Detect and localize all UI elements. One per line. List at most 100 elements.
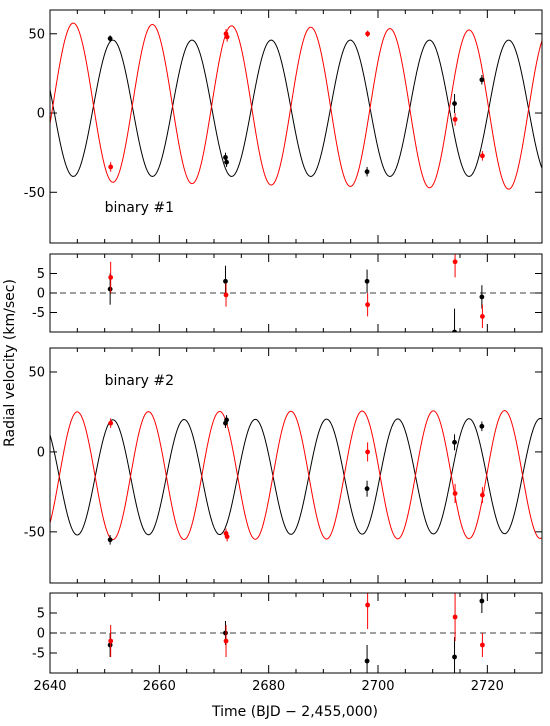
data-point (452, 593, 458, 641)
y-tick-label: 0 (37, 445, 45, 460)
data-point (224, 415, 229, 425)
data-marker (480, 153, 485, 159)
y-tick-label: -5 (32, 647, 45, 662)
data-point (480, 151, 485, 161)
data-marker (452, 439, 457, 445)
y-axis-label: Radial velocity (km/sec) (2, 279, 18, 447)
data-point (224, 157, 229, 167)
data-point (365, 30, 371, 37)
panel-frame (49, 253, 543, 333)
data-marker (480, 492, 485, 498)
data-marker (452, 101, 457, 106)
data-marker (108, 638, 114, 644)
data-marker (108, 275, 114, 280)
data-marker (452, 329, 457, 332)
data-marker (223, 155, 228, 160)
data-marker (364, 486, 370, 492)
data-marker (223, 292, 229, 298)
panel-frame (49, 592, 543, 674)
data-point (479, 74, 485, 85)
panel-rv1: -50 0 50 binary #1 (24, 9, 543, 244)
data-point (365, 442, 371, 462)
y-tick-label: 5 (37, 607, 45, 622)
data-point (108, 625, 114, 657)
data-marker (365, 31, 371, 37)
data-point (479, 285, 485, 309)
data-marker (107, 286, 113, 292)
data-point (480, 487, 485, 504)
y-tick-label: 0 (37, 107, 45, 122)
data-marker (223, 630, 228, 636)
data-point (224, 32, 230, 42)
data-point (364, 645, 370, 673)
data-point (108, 261, 114, 293)
data-marker (480, 314, 485, 319)
data-point (479, 421, 485, 432)
data-point (224, 531, 230, 542)
data-point (480, 304, 485, 329)
data-point (107, 535, 113, 545)
data-point (479, 593, 485, 613)
data-point (480, 633, 485, 657)
data-marker (224, 534, 230, 540)
data-marker (365, 602, 371, 608)
data-marker (224, 34, 230, 40)
data-point (452, 254, 458, 278)
x-axis-label: Time (BJD − 2,455,000) (211, 704, 378, 720)
panel-frame (49, 347, 543, 584)
panel-res1: -5 0 5 (32, 253, 543, 333)
data-point (223, 625, 229, 657)
data-marker (108, 164, 114, 170)
model-curve-black (50, 418, 542, 536)
data-point (452, 483, 458, 504)
panel-res2: -5 0 5 (32, 592, 543, 674)
data-point (108, 162, 114, 172)
data-marker (452, 654, 457, 660)
data-marker (479, 423, 485, 429)
data-point (452, 434, 457, 451)
y-tick-label: 50 (28, 27, 45, 42)
panel-rv2: -50 0 50 binary #2 (24, 347, 543, 584)
data-marker (479, 598, 485, 604)
y-tick-label: 5 (37, 267, 45, 282)
data-marker (364, 658, 370, 664)
y-tick-label: -50 (24, 186, 45, 201)
data-marker (364, 169, 370, 175)
panel-annotation: binary #2 (105, 373, 174, 389)
data-marker (223, 278, 228, 284)
model-curve-red (50, 22, 542, 190)
data-marker (479, 294, 485, 300)
data-point (107, 35, 113, 42)
x-tick-label: 2680 (252, 679, 285, 694)
x-tick-label: 2640 (33, 679, 66, 694)
data-marker (107, 537, 113, 543)
data-point (452, 113, 458, 126)
y-tick-label: 0 (37, 627, 45, 642)
data-marker (365, 449, 371, 455)
y-tick-label: -50 (24, 525, 45, 540)
x-tick-label: 2660 (143, 679, 176, 694)
data-point (223, 283, 229, 307)
data-point (107, 633, 113, 657)
data-point (223, 265, 228, 297)
x-tick-label: 2720 (471, 679, 504, 694)
data-marker (452, 614, 458, 620)
x-tick-label: 2700 (361, 679, 394, 694)
y-tick-label: 0 (37, 287, 45, 302)
data-point (108, 418, 114, 428)
panel-frame (49, 9, 543, 244)
data-point (452, 308, 457, 332)
data-point (364, 166, 370, 177)
data-point (365, 293, 371, 317)
data-point (364, 480, 370, 497)
data-marker (364, 278, 370, 284)
data-marker (107, 36, 113, 41)
panel-annotation: binary #1 (105, 200, 174, 216)
data-point (365, 593, 371, 629)
model-curve-red (50, 410, 542, 541)
data-point (452, 637, 457, 673)
data-marker (224, 159, 229, 165)
data-marker (452, 259, 458, 265)
